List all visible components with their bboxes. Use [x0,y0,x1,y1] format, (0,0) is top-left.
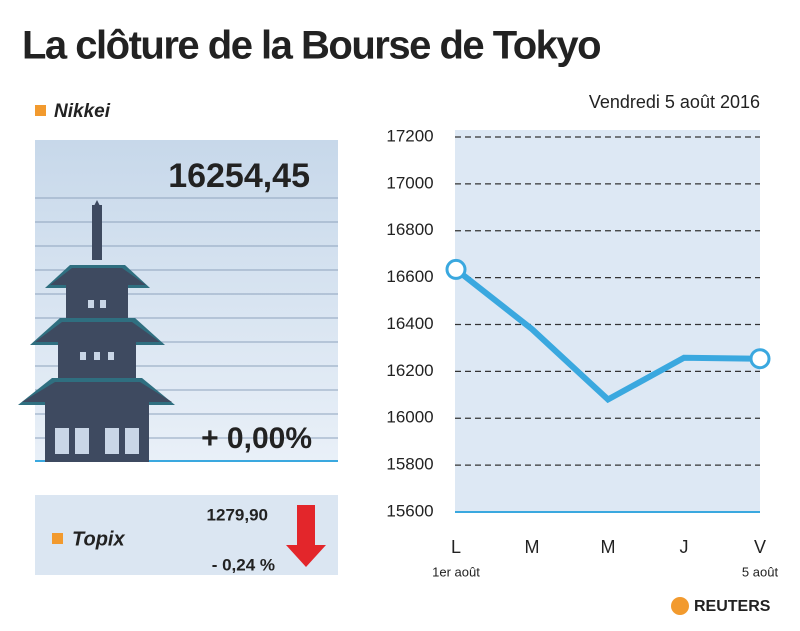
y-tick-label: 16000 [386,408,433,427]
pagoda-icon [18,200,175,462]
x-sublabel: 5 août [742,564,779,579]
line-chart: 15600 15800 16000 16200 16400 16600 16800 17000… [386,126,778,579]
plot-area [455,130,760,512]
legend-square [35,105,46,116]
y-tick-label: 17000 [386,173,433,192]
point-marker [749,348,771,370]
y-tick-label: 16800 [386,220,433,239]
title: La clôture de la Bourse de Tokyo [22,24,600,68]
nikkei-label: Nikkei [54,101,111,122]
x-tick-label: M [601,537,616,557]
topix-label: Topix [72,528,125,550]
nikkei-change: + 0,00% [201,422,312,455]
x-sublabel: 1er août [432,564,480,579]
date: Vendredi 5 août 2016 [589,92,760,112]
topix-change: - 0,24 % [212,555,275,574]
y-tick-label: 16200 [386,361,433,380]
legend-square [52,533,63,544]
point-marker [445,258,467,280]
y-tick-label: 15600 [386,501,433,520]
y-tick-label: 16600 [386,267,433,286]
y-tick-label: 15800 [386,455,433,474]
down-arrow [286,505,326,567]
x-tick-label: V [754,537,766,557]
y-tick-label: 17200 [386,126,433,145]
source: REUTERS [694,598,771,615]
x-tick-label: J [680,537,689,557]
line [454,267,761,404]
topix-value: 1279,90 [207,505,268,524]
y-tick-label: 16400 [386,314,433,333]
x-tick-label: L [451,537,461,557]
nikkei-value: 16254,45 [168,157,310,195]
reuters-logo [671,597,689,615]
x-tick-label: M [525,537,540,557]
topix-panel [35,495,338,575]
